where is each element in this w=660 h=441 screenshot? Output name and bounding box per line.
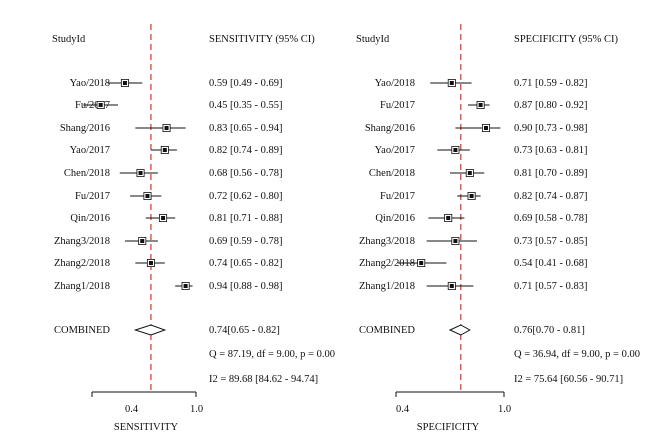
x-tick-label-max: 1.0 xyxy=(498,404,511,415)
study-point-estimate xyxy=(145,194,150,198)
study-name: Qin/2016 xyxy=(70,213,110,224)
ci-value: 0.71 [0.57 - 0.83] xyxy=(514,281,588,292)
study-name: Fu/2017 xyxy=(380,100,415,111)
study-name: Yao/2018 xyxy=(375,78,415,89)
ci-value: 0.83 [0.65 - 0.94] xyxy=(209,123,283,134)
study-name: Zhang1/2018 xyxy=(54,281,110,292)
ci-value: 0.82 [0.74 - 0.87] xyxy=(514,191,588,202)
heterogeneity-q: Q = 36.94, df = 9.00, p = 0.00 xyxy=(514,349,640,360)
study-name: Zhang1/2018 xyxy=(359,281,415,292)
ci-value: 0.81 [0.71 - 0.88] xyxy=(209,213,283,224)
study-point-estimate xyxy=(161,216,166,220)
study-point-estimate xyxy=(98,103,103,107)
x-tick-label-min: 0.4 xyxy=(396,404,410,415)
study-name: Zhang2/2018 xyxy=(359,258,415,269)
study-name: Chen/2018 xyxy=(64,168,110,179)
ci-value: 0.69 [0.59 - 0.78] xyxy=(209,236,283,247)
study-id-header: StudyId xyxy=(356,34,390,45)
ci-value: 0.72 [0.62 - 0.80] xyxy=(209,191,283,202)
ci-value: 0.69 [0.58 - 0.78] xyxy=(514,213,588,224)
study-name: Fu/2017 xyxy=(75,191,110,202)
combined-diamond xyxy=(133,324,167,336)
study-point-estimate xyxy=(449,81,454,85)
ci-value: 0.73 [0.63 - 0.81] xyxy=(514,145,588,156)
study-name: Yao/2018 xyxy=(70,78,110,89)
study-name: Yao/2017 xyxy=(375,145,415,156)
sensitivity-plot-area xyxy=(83,24,197,397)
study-point-estimate xyxy=(484,126,488,130)
combined-label: COMBINED xyxy=(359,325,415,336)
ci-value: 0.81 [0.70 - 0.89] xyxy=(514,168,588,179)
x-tick-label-min: 0.4 xyxy=(125,404,139,415)
specificity-plot-area xyxy=(395,24,505,397)
ci-value: 0.87 [0.80 - 0.92] xyxy=(514,100,588,111)
ci-value: 0.94 [0.88 - 0.98] xyxy=(209,281,283,292)
study-name: Fu/2017 xyxy=(380,191,415,202)
heterogeneity-q: Q = 87.19, df = 9.00, p = 0.00 xyxy=(209,349,335,360)
study-name: Shang/2016 xyxy=(365,123,415,134)
combined-ci-value: 0.76[0.70 - 0.81] xyxy=(514,325,585,336)
study-point-estimate xyxy=(449,284,454,288)
study-name: Yao/2017 xyxy=(70,145,110,156)
combined-ci-value: 0.74[0.65 - 0.82] xyxy=(209,325,280,336)
combined-label: COMBINED xyxy=(54,325,110,336)
specificity-panel: StudyId SPECIFICITY (95% CI) Yao/2018 Fu… xyxy=(356,24,640,433)
study-point-estimate xyxy=(446,216,451,220)
study-point-estimate xyxy=(467,171,472,175)
study-point-estimate xyxy=(453,148,458,152)
sensitivity-panel: StudyId SENSITIVITY (95% CI) Yao/2018 Fu… xyxy=(52,24,335,433)
study-point-estimate xyxy=(122,81,127,85)
study-point-estimate xyxy=(183,284,188,288)
study-point-estimate xyxy=(148,261,153,265)
ci-value: 0.90 [0.73 - 0.98] xyxy=(514,123,588,134)
study-name: Shang/2016 xyxy=(60,123,110,134)
study-name: Zhang2/2018 xyxy=(54,258,110,269)
ci-text-column: 0.71 [0.59 - 0.82] 0.87 [0.80 - 0.92] 0.… xyxy=(514,78,640,385)
x-axis-label: SENSITIVITY xyxy=(114,422,179,433)
study-name: Zhang3/2018 xyxy=(359,236,415,247)
ci-text-column: 0.59 [0.49 - 0.69] 0.45 [0.35 - 0.55] 0.… xyxy=(209,78,335,385)
study-point-estimate xyxy=(469,194,474,198)
study-point-estimate xyxy=(453,239,458,243)
ci-value: 0.71 [0.59 - 0.82] xyxy=(514,78,588,89)
study-point-estimate xyxy=(162,148,167,152)
study-point-estimate xyxy=(164,126,169,130)
ci-value: 0.73 [0.57 - 0.85] xyxy=(514,236,588,247)
ci-value: 0.54 [0.41 - 0.68] xyxy=(514,258,588,269)
study-point-estimate xyxy=(478,103,483,107)
heterogeneity-i2: I2 = 89.68 [84.62 - 94.74] xyxy=(209,374,318,385)
study-name-column: Yao/2018 Fu/2017 Shang/2016 Yao/2017 Che… xyxy=(54,78,110,336)
study-id-header: StudyId xyxy=(52,34,86,45)
x-axis-label: SPECIFICITY xyxy=(417,422,480,433)
ci-column-header: SPECIFICITY (95% CI) xyxy=(514,34,619,45)
ci-column-header: SENSITIVITY (95% CI) xyxy=(209,34,315,45)
study-name: Zhang3/2018 xyxy=(54,236,110,247)
ci-value: 0.68 [0.56 - 0.78] xyxy=(209,168,283,179)
study-name: Qin/2016 xyxy=(375,213,415,224)
heterogeneity-i2: I2 = 75.64 [60.56 - 90.71] xyxy=(514,374,623,385)
study-point-estimate xyxy=(138,171,143,175)
ci-value: 0.82 [0.74 - 0.89] xyxy=(209,145,283,156)
study-name: Chen/2018 xyxy=(369,168,415,179)
ci-value: 0.59 [0.49 - 0.69] xyxy=(209,78,283,89)
ci-value: 0.74 [0.65 - 0.82] xyxy=(209,258,283,269)
x-tick-label-max: 1.0 xyxy=(190,404,203,415)
study-point-estimate xyxy=(419,261,424,265)
combined-diamond xyxy=(448,324,471,336)
ci-value: 0.45 [0.35 - 0.55] xyxy=(209,100,283,111)
study-name-column: Yao/2018 Fu/2017 Shang/2016 Yao/2017 Che… xyxy=(359,78,415,336)
study-point-estimate xyxy=(140,239,145,243)
